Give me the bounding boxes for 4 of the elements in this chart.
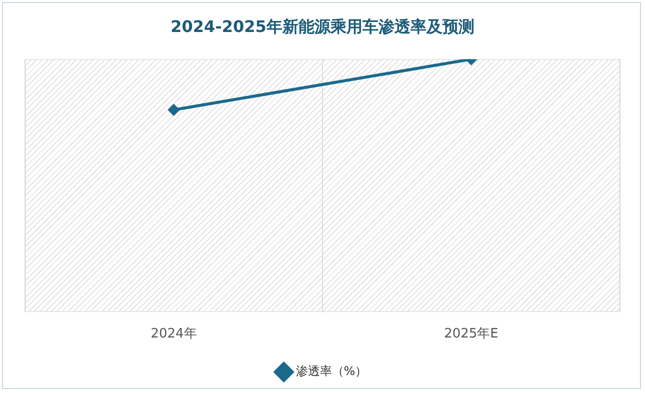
legend-label: 渗透率（%） [296, 364, 368, 378]
chart-title: 2024-2025年新能源乘用车渗透率及预测 [170, 16, 474, 36]
x-tick-label: 2024年 [150, 326, 197, 342]
x-tick-label: 2025年E [444, 326, 498, 342]
